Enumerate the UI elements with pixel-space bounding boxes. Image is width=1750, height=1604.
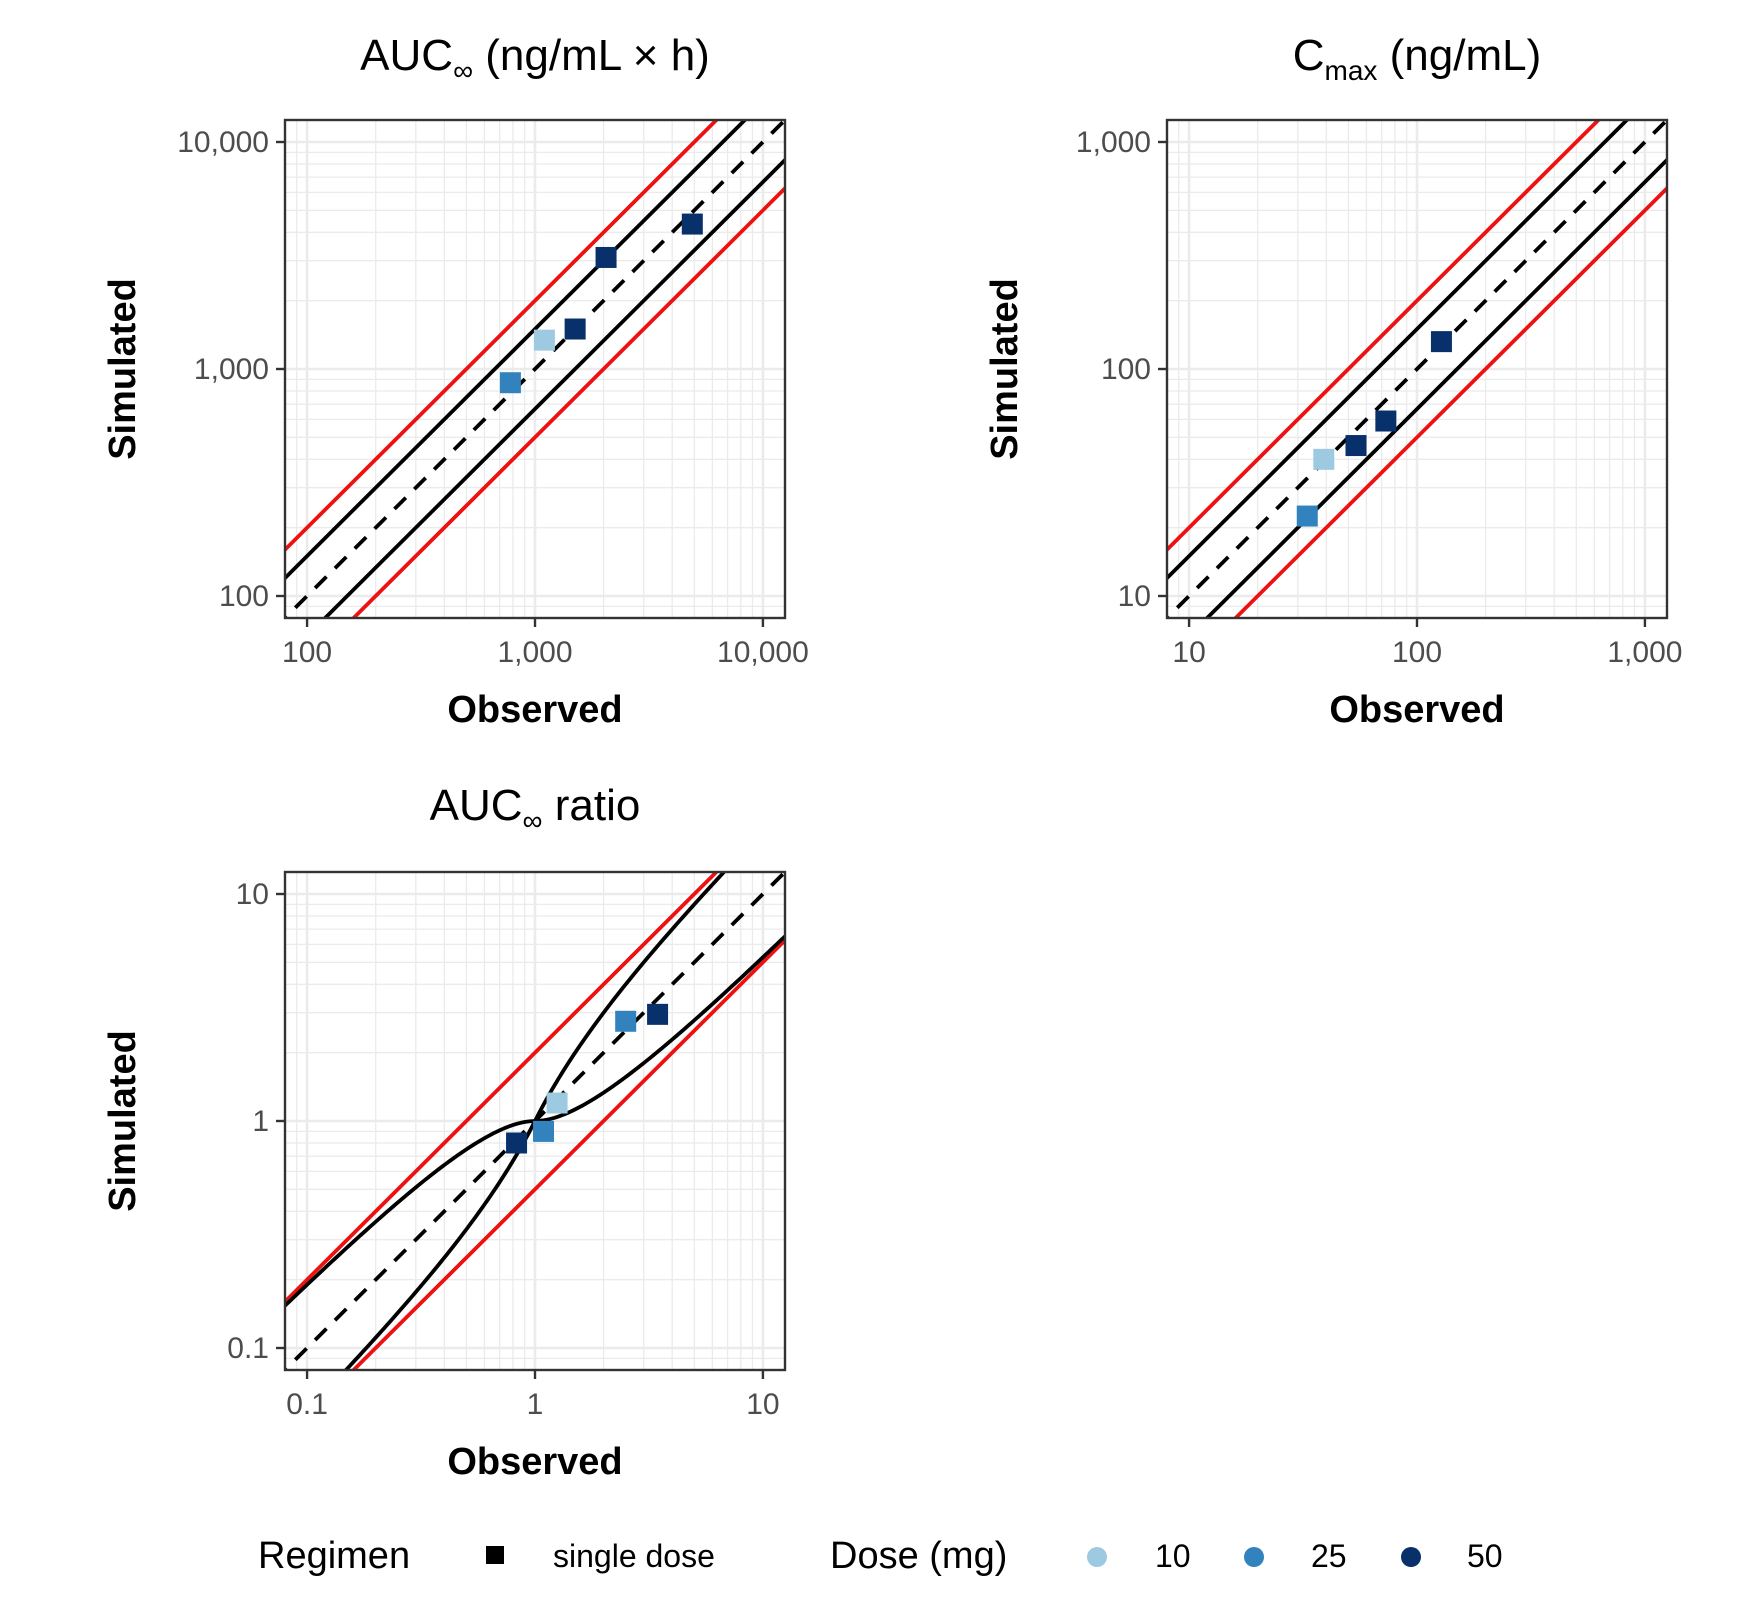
y-tick-label: 1 — [252, 1105, 269, 1138]
x-tick-label: 1,000 — [497, 636, 572, 669]
grid-cmax — [1167, 120, 1667, 618]
y-tick-label: 100 — [1101, 353, 1151, 386]
y-axis-label: Simulated — [102, 278, 144, 460]
x-axis-label: Observed — [447, 1441, 622, 1483]
lower-limit-line — [1232, 185, 1667, 618]
y-axis-label: Simulated — [984, 278, 1026, 460]
y-tick-label: 10,000 — [177, 126, 269, 159]
lower-limit-line — [350, 185, 785, 618]
panel-title: AUC∞ ratio — [430, 781, 641, 836]
lower-fold-line — [322, 157, 785, 618]
upper-fold-line — [285, 120, 748, 581]
data-point — [506, 1132, 528, 1154]
y-tick-label: 100 — [219, 580, 269, 613]
lower-fold-line — [1204, 157, 1667, 618]
y-axis-label: Simulated — [102, 1030, 144, 1212]
y-tick-label: 1,000 — [194, 353, 269, 386]
upper-fold-line — [1167, 120, 1630, 581]
x-tick-label: 100 — [282, 636, 332, 669]
data-point — [1296, 505, 1318, 527]
legend-regimen-label: single dose — [553, 1538, 715, 1574]
legend-dose-key-25 — [1244, 1547, 1264, 1567]
legend-dose-key-50 — [1401, 1547, 1421, 1567]
x-tick-label: 100 — [1392, 636, 1442, 669]
points-cmax — [1296, 331, 1452, 527]
data-point — [647, 1003, 669, 1025]
panels: 100 100 1,000 1,000 10,000 10,000 Observed Simu… — [102, 31, 1682, 1483]
identity-line — [285, 120, 785, 618]
data-point — [595, 246, 617, 268]
x-tick-label: 1,000 — [1607, 636, 1682, 669]
points-ratio — [506, 1003, 669, 1154]
reference-lines-cmax — [1167, 120, 1667, 618]
data-point — [533, 329, 555, 351]
data-point — [533, 1120, 555, 1142]
data-point — [615, 1010, 637, 1032]
panel-cmax: 10 10 100 100 1,000 1,000 Observed Simulated Cma… — [984, 31, 1682, 731]
legend-dose-label-10: 10 — [1155, 1538, 1191, 1574]
panel-ratio: 0.1 0.1 1 1 10 10 Observed Simulated AUC∞ ratio — [102, 781, 787, 1483]
data-point — [546, 1092, 568, 1114]
legend: Regimen single dose Dose (mg) 10 25 50 — [258, 1535, 1503, 1577]
x-tick-label: 1 — [527, 1388, 544, 1421]
x-axis-label: Observed — [1329, 689, 1504, 731]
data-point — [1345, 435, 1367, 457]
data-point — [499, 372, 521, 394]
legend-regimen-title: Regimen — [258, 1535, 410, 1577]
x-tick-label: 10 — [1172, 636, 1205, 669]
y-tick-label: 10 — [1118, 580, 1151, 613]
panel-title: Cmax (ng/mL) — [1293, 31, 1542, 86]
x-tick-label: 10 — [746, 1388, 779, 1421]
data-point — [681, 213, 703, 235]
legend-dose-title: Dose (mg) — [830, 1535, 1007, 1577]
upper-limit-line — [1167, 120, 1602, 553]
lower-limit-line — [350, 937, 785, 1370]
legend-dose-label-50: 50 — [1467, 1538, 1503, 1574]
legend-regimen-key — [486, 1546, 504, 1564]
panel-auc: 100 100 1,000 1,000 10,000 10,000 Observed Simu… — [102, 31, 809, 731]
panel-title: AUC∞ (ng/mL × h) — [360, 31, 710, 86]
x-tick-label: 0.1 — [286, 1388, 328, 1421]
data-point — [1313, 448, 1335, 470]
points-auc — [499, 213, 703, 394]
legend-dose-key-10 — [1087, 1547, 1107, 1567]
y-tick-label: 0.1 — [227, 1332, 269, 1365]
y-tick-label: 10 — [236, 878, 269, 911]
x-tick-label: 10,000 — [717, 636, 809, 669]
y-tick-label: 1,000 — [1076, 126, 1151, 159]
upper-limit-line — [285, 120, 720, 553]
upper-limit-line — [285, 872, 720, 1305]
data-point — [1375, 410, 1397, 432]
grid-auc — [285, 120, 785, 618]
reference-lines-auc — [285, 120, 785, 618]
x-axis-label: Observed — [447, 689, 622, 731]
data-point — [1430, 331, 1452, 353]
legend-dose-label-25: 25 — [1311, 1538, 1347, 1574]
data-point — [564, 318, 586, 340]
identity-line — [1167, 120, 1667, 618]
